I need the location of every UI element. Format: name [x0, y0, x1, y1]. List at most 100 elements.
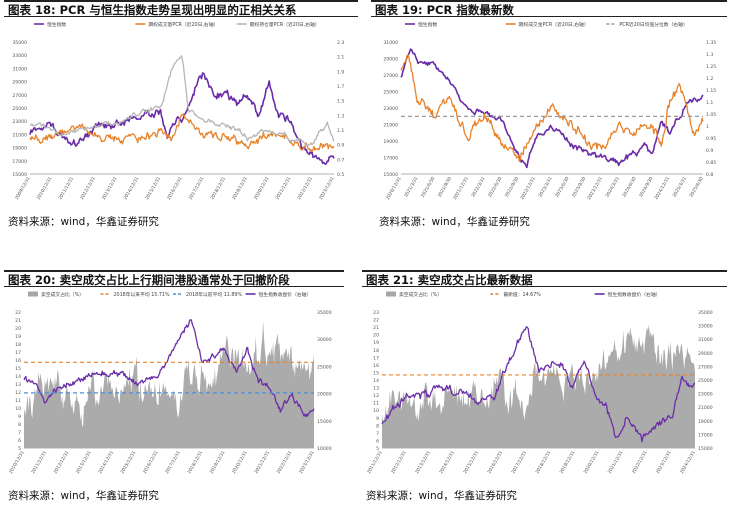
x-tick-label: 2010/12/31 — [8, 450, 26, 475]
y-left-tick-label: 7 — [18, 430, 21, 436]
legend-label: 最新值：14.67% — [503, 291, 541, 298]
y-right-tick-label: 0.5 — [337, 172, 344, 178]
y-right-tick-label: 1.9 — [337, 69, 344, 75]
panel-20: 图表 20: 卖空成交占比上行期间港股通常处于回撤阶段 5 6 7 8 9 10 11 12 1… — [4, 270, 344, 508]
panel-18: 图表 18: PCR 与恒生指数走势呈现出明显的正相关关系 15000 17000… — [4, 0, 358, 230]
y-left-tick-label: 19 — [373, 340, 379, 346]
x-tick-label: 2018/12/31 — [186, 450, 204, 475]
y-right-tick-label: 0.95 — [706, 136, 716, 142]
y-left-tick-label: 23000 — [383, 106, 398, 112]
x-tick-label: 2022/6/30 — [487, 176, 504, 199]
y-right-tick-label: 25000 — [698, 378, 713, 384]
x-tick-label: 2022/12/31 — [631, 450, 649, 475]
y-right-tick-label: 1 — [706, 124, 709, 130]
y-right-tick-label: 15000 — [698, 446, 713, 452]
panel-title: 图表 21: 卖空成交占比最新数据 — [362, 270, 727, 287]
y-right-tick-label: 1.1 — [337, 128, 344, 134]
y-right-tick-label: 27000 — [698, 364, 713, 370]
legend-label: 恒生指数收盘价（右轴） — [259, 291, 312, 298]
y-left-tick-label: 17 — [373, 355, 379, 361]
y-right-tick-label: 29000 — [698, 351, 713, 357]
legend-label: PCR近20日均值分位数（右轴） — [619, 21, 687, 28]
x-tick-label: 2013/12/31 — [75, 450, 93, 475]
legend-label: 期权成交量PCR（近20日,右轴） — [148, 21, 218, 28]
y-left-tick-label: 35000 — [12, 40, 27, 46]
y-left-tick-label: 21 — [373, 325, 379, 331]
x-tick-label: 2015/12/31 — [119, 450, 137, 475]
y-left-tick-label: 13 — [15, 382, 21, 388]
x-tick-label: 2023/12/31 — [586, 176, 604, 201]
y-right-tick-label: 17000 — [698, 432, 713, 438]
series-line — [381, 326, 696, 443]
y-left-tick-label: 21000 — [12, 132, 27, 138]
y-left-tick-label: 22 — [373, 318, 379, 324]
x-tick-label: 2020/12/31 — [583, 450, 601, 475]
y-left-tick-label: 11 — [15, 398, 21, 404]
y-left-tick-label: 21 — [15, 318, 21, 324]
x-tick-label: 2017/12/31 — [164, 450, 182, 475]
y-left-tick-label: 12 — [15, 390, 21, 396]
x-tick-label: 2022/9/30 — [504, 176, 521, 199]
legend-label: 卖空成交占比（%） — [399, 291, 442, 298]
y-right-tick-label: 2.3 — [337, 40, 344, 46]
x-tick-label: 2023/3/31 — [537, 176, 554, 199]
y-right-tick-label: 1.3 — [706, 52, 713, 58]
x-tick-label: 2018/12/31 — [209, 176, 227, 201]
x-tick-label: 2019/12/31 — [231, 176, 249, 201]
legend-label: 期权成交金PCR（近20日,右轴） — [519, 21, 589, 28]
y-right-tick-label: 1.05 — [706, 112, 716, 118]
panel-21: 图表 21: 卖空成交占比最新数据 5 6 7 8 9 10 11 12 13 14 15 16 17 1… — [362, 270, 727, 508]
y-right-tick-label: 1.7 — [337, 84, 344, 90]
y-left-tick-label: 17000 — [383, 156, 398, 162]
panel-source: 资料来源：wind，华鑫证券研究 — [379, 216, 530, 228]
y-left-tick-label: 25000 — [12, 106, 27, 112]
y-right-tick-label: 23000 — [698, 392, 713, 398]
y-left-tick-label: 29000 — [383, 57, 398, 63]
y-left-tick-label: 7 — [376, 431, 379, 437]
x-tick-label: 2024/12/31 — [679, 450, 697, 475]
x-tick-label: 2022/12/31 — [276, 450, 294, 475]
y-left-tick-label: 11 — [373, 401, 379, 407]
y-left-tick-label: 6 — [18, 438, 21, 444]
y-left-tick-label: 16 — [15, 358, 21, 364]
x-tick-label: 2017/12/31 — [188, 176, 206, 201]
y-right-tick-label: 20000 — [317, 392, 332, 398]
legend-label: 卖空成交占比（%） — [41, 291, 84, 298]
y-right-tick-label: 25000 — [317, 364, 332, 370]
y-right-tick-label: 15000 — [317, 419, 332, 425]
chart-19: 15000 17000 19000 21000 23000 25000 27000 29000… — [383, 21, 716, 201]
x-tick-label: 2021/12/31 — [274, 176, 292, 201]
x-tick-label: 2024/9/30 — [638, 176, 655, 199]
y-right-tick-label: 0.7 — [337, 157, 344, 163]
x-tick-label: 2012/12/31 — [52, 450, 70, 475]
y-left-tick-label: 25000 — [383, 90, 398, 96]
legend-swatch — [28, 291, 38, 297]
series-area — [382, 324, 695, 448]
legend-label: 恒生指数 — [418, 21, 437, 28]
y-left-tick-label: 31000 — [12, 66, 27, 72]
x-tick-label: 2013/12/31 — [101, 176, 119, 201]
chart-18: 15000 17000 19000 21000 23000 25000 27000 29000… — [12, 21, 344, 201]
panel-source: 资料来源：wind，华鑫证券研究 — [8, 490, 159, 502]
y-left-tick-label: 20 — [15, 326, 21, 332]
legend-label: 恒生指数 — [47, 21, 66, 28]
legend-label: 2018年以来平均 15.71% — [114, 291, 170, 298]
x-tick-label: 2016/12/31 — [142, 450, 160, 475]
x-tick-label: 2014/12/31 — [122, 176, 140, 201]
y-left-tick-label: 15000 — [383, 172, 398, 178]
y-right-tick-label: 0.8 — [706, 172, 713, 178]
y-right-tick-label: 21000 — [698, 405, 713, 411]
x-tick-label: 2011/12/31 — [57, 176, 75, 201]
series-line — [400, 54, 704, 163]
y-left-tick-label: 8 — [376, 423, 379, 429]
y-left-tick-label: 23000 — [12, 119, 27, 125]
y-left-tick-label: 14 — [15, 374, 21, 380]
x-tick-label: 2017/12/31 — [510, 450, 528, 475]
legend-label: 期权持仓量PCR（近20日,右轴） — [250, 21, 320, 28]
y-left-tick-label: 12 — [373, 393, 379, 399]
x-tick-label: 2011/12/31 — [366, 450, 384, 475]
x-tick-label: 2023/9/30 — [571, 176, 588, 199]
y-left-tick-label: 5 — [18, 446, 21, 452]
x-tick-label: 2023/12/31 — [298, 450, 316, 475]
x-tick-label: 2021/3/31 — [403, 176, 420, 199]
